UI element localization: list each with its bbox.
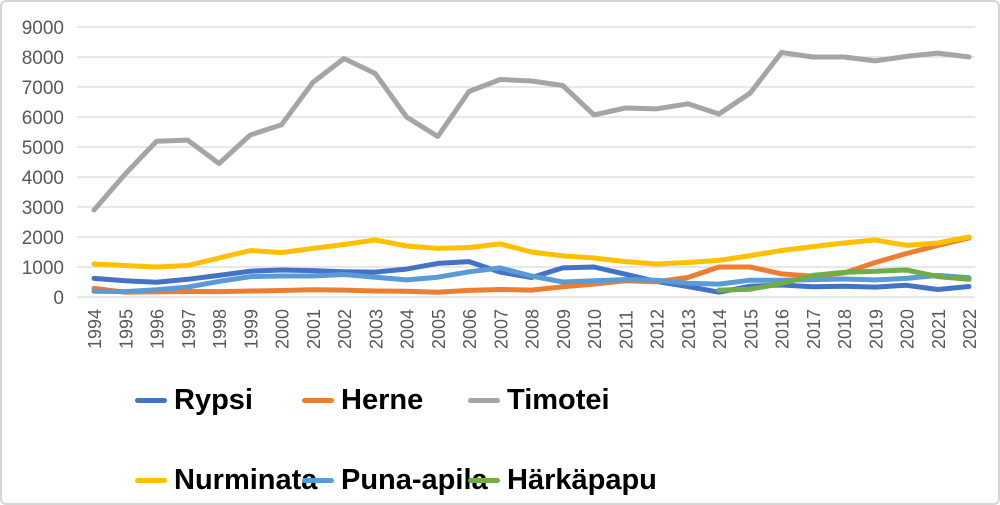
x-axis-tick-label: 2009 (554, 309, 574, 349)
x-axis-tick-label: 2019 (866, 309, 886, 349)
x-axis-tick-label: 2008 (523, 309, 543, 349)
x-axis-tick-label: 2018 (835, 309, 855, 349)
x-axis-tick-label: 2022 (960, 309, 980, 349)
x-axis-tick-label: 2014 (710, 309, 730, 349)
x-axis-tick-label: 2013 (679, 309, 699, 349)
x-axis-tick-label: 1997 (179, 309, 199, 349)
y-axis-tick-label: 5000 (22, 138, 64, 159)
x-axis-tick-label: 2007 (491, 309, 511, 349)
x-axis-tick-label: 1995 (116, 309, 136, 349)
y-axis-tick-label: 9000 (22, 18, 64, 39)
x-axis-tick-label: 2001 (304, 309, 324, 349)
y-axis-tick-label: 2000 (22, 228, 64, 249)
x-axis-tick-label: 2020 (898, 309, 918, 349)
y-axis-tick-label: 7000 (22, 78, 64, 99)
y-axis-tick-label: 1000 (22, 258, 64, 279)
x-axis-tick-label: 2005 (429, 309, 449, 349)
x-axis-tick-label: 2010 (585, 309, 605, 349)
y-axis-tick-label: 8000 (22, 48, 64, 69)
x-axis-tick-label: 2002 (335, 309, 355, 349)
series-line-härkäpapu (716, 267, 972, 293)
x-axis-tick-label: 2000 (273, 309, 293, 349)
x-axis-tick-label: 2016 (773, 309, 793, 349)
x-axis-tick-label: 1994 (85, 309, 105, 349)
x-axis-tick-label: 1998 (210, 309, 230, 349)
x-axis-tick-label: 2021 (929, 309, 949, 349)
series-line-nurminata (91, 234, 972, 270)
x-axis-tick-label: 2004 (398, 309, 418, 349)
y-axis-tick-label: 6000 (22, 108, 64, 129)
series-line-puna-apila (91, 265, 972, 295)
x-axis-tick-label: 2017 (804, 309, 824, 349)
x-axis-tick-label: 2015 (741, 309, 761, 349)
y-axis-tick-label: 3000 (22, 198, 64, 219)
y-axis-tick-label: 4000 (22, 168, 64, 189)
x-axis-tick-label: 1999 (241, 309, 261, 349)
x-axis-tick-label: 2003 (366, 309, 386, 349)
y-axis-tick-label: 0 (53, 288, 64, 309)
x-axis-tick-label: 2006 (460, 309, 480, 349)
x-axis-tick-label: 1996 (148, 309, 168, 349)
x-axis-tick-label: 2011 (616, 310, 636, 349)
series-line-timotei (91, 50, 972, 213)
x-axis-tick-label: 2012 (648, 309, 668, 349)
